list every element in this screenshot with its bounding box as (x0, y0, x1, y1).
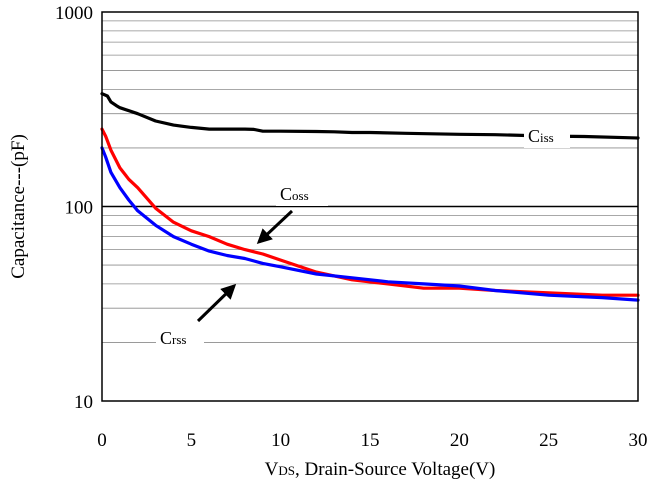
x-axis-title-subscript: DS (278, 463, 295, 478)
series-line-coss (100, 127, 640, 297)
x-axis-title-prefix: V (265, 459, 279, 480)
annotations: Ciss Coss Crss (156, 123, 570, 350)
annotation-box (524, 123, 570, 148)
y-tick-labels: 10 100 1000 (55, 3, 93, 413)
x-axis-title-rest: , Drain-Source Voltage(V) (295, 459, 495, 480)
series-lines (100, 92, 640, 302)
x-tick-label: 15 (361, 430, 380, 451)
x-tick-label: 30 (629, 430, 648, 451)
coss-arrow (256, 209, 294, 245)
plot-frame (101, 11, 639, 402)
annotation-crss: Crss (160, 328, 186, 348)
series-line-ciss (100, 92, 640, 140)
x-tick-label: 20 (450, 430, 469, 451)
x-tick-label: 5 (187, 430, 197, 451)
y-axis-title: Capacitance---(pF) (8, 134, 29, 279)
x-tick-label: 25 (539, 430, 558, 451)
x-tick-labels: 0 5 10 15 20 25 30 (97, 430, 647, 451)
annotation-box (156, 325, 204, 350)
x-axis-title: VDS, Drain-Source Voltage(V) (265, 459, 496, 480)
series-line-crss (100, 146, 640, 302)
crss-arrow (196, 283, 237, 323)
x-tick-label: 10 (271, 430, 290, 451)
annotation-box (276, 181, 328, 206)
y-tick-label: 100 (65, 198, 94, 219)
y-tick-label: 10 (74, 392, 93, 413)
x-tick-label: 0 (97, 430, 107, 451)
annotation-ciss: Ciss (528, 126, 554, 146)
annotation-coss: Coss (280, 184, 309, 204)
y-tick-label: 1000 (55, 3, 93, 24)
minor-gridlines (102, 20, 638, 343)
